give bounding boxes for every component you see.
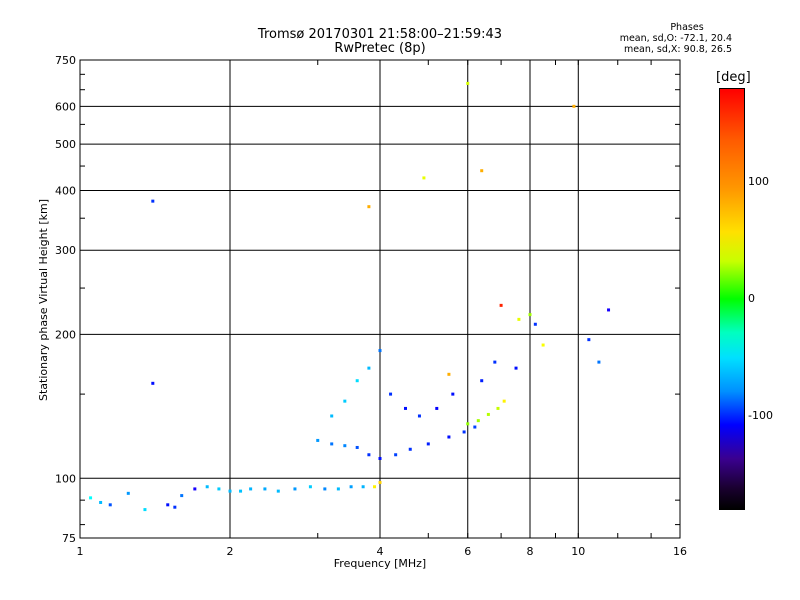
echo-point [108, 503, 112, 507]
echo-point [166, 503, 170, 507]
echo-point [426, 442, 430, 446]
y-tick-label: 600 [55, 100, 76, 113]
y-tick-label: 750 [55, 54, 76, 67]
colorbar-tick-label: 0 [748, 292, 755, 305]
x-tick-label: 2 [227, 545, 234, 558]
y-tick-label: 400 [55, 184, 76, 197]
echo-point [205, 485, 209, 489]
echo-point [493, 360, 497, 364]
echo-point [403, 406, 407, 410]
echo-point [394, 453, 398, 457]
echo-point [293, 487, 297, 491]
echo-point [367, 205, 371, 209]
echo-point [330, 442, 334, 446]
y-tick-label: 300 [55, 244, 76, 257]
echo-point [367, 366, 371, 370]
echo-point [378, 456, 382, 460]
colorbar-tick-label: 100 [748, 174, 769, 188]
echo-point [126, 491, 130, 495]
echo-point [217, 487, 221, 491]
echo-point [480, 379, 484, 383]
echo-point [276, 489, 280, 493]
echo-point [435, 406, 439, 410]
phases-title: Phases [670, 22, 704, 33]
echo-point [378, 349, 382, 353]
echo-point [517, 317, 521, 321]
phases-o-mode: mean, sd,O: -72.1, 20.4 [619, 33, 732, 44]
echo-point [355, 445, 359, 449]
x-tick-label: 4 [377, 545, 384, 558]
phases-x-mode: mean, sd,X: 90.8, 26.5 [623, 44, 732, 55]
echo-point [343, 444, 347, 448]
echo-point [466, 422, 470, 426]
y-tick-label: 100 [55, 472, 76, 485]
echo-point [355, 379, 359, 383]
colorbar-unit: [deg] [716, 70, 751, 85]
echo-point [597, 360, 601, 364]
echo-point [193, 487, 197, 491]
echo-point [587, 338, 591, 342]
x-tick-label: 8 [527, 545, 534, 558]
echo-point [447, 372, 451, 376]
x-tick-label: 10 [571, 545, 585, 558]
y-tick-label: 75 [62, 532, 76, 545]
x-axis-label: Frequency [MHz] [334, 557, 426, 570]
echo-point [378, 480, 382, 484]
echo-point [466, 81, 470, 85]
echo-point [533, 322, 537, 326]
echo-point [499, 303, 503, 307]
echo-point [422, 176, 426, 180]
echo-point [373, 485, 377, 489]
echo-point [263, 487, 267, 491]
echo-point [323, 487, 327, 491]
echo-point [361, 485, 365, 489]
x-tick-label: 16 [673, 545, 687, 558]
colorbar-tick-label: -100 [748, 409, 773, 423]
echo-point [173, 505, 177, 509]
echo-point [473, 425, 477, 429]
chart-subtitle: RwPretec (8p) [334, 41, 426, 56]
echo-point [151, 381, 155, 385]
y-axis-label: Stationary phase Virtual Height [km] [37, 199, 50, 401]
echo-point [408, 447, 412, 451]
echo-point [336, 487, 340, 491]
echo-point [496, 406, 500, 410]
echo-point [343, 399, 347, 403]
echo-point [143, 508, 147, 512]
phase-colorbar [719, 88, 745, 510]
phases-box: Phases mean, sd,O: -72.1, 20.4 mean, sd,… [602, 22, 732, 55]
echo-point [541, 343, 545, 347]
echo-point [486, 412, 490, 416]
echo-point [447, 435, 451, 439]
echo-point [480, 169, 484, 173]
echo-point [502, 399, 506, 403]
echo-point [330, 414, 334, 418]
echo-point [528, 313, 532, 317]
echo-point [476, 419, 480, 423]
x-tick-label: 6 [464, 545, 471, 558]
echo-point [89, 496, 93, 500]
y-tick-label: 200 [55, 328, 76, 341]
echo-point [316, 438, 320, 442]
echo-point [607, 308, 611, 312]
chart-title: Tromsø 20170301 21:58:00–21:59:43 [257, 27, 503, 42]
echo-point [389, 392, 393, 396]
echo-point [451, 392, 455, 396]
echo-point [308, 485, 312, 489]
echo-point [249, 487, 253, 491]
echo-point [367, 453, 371, 457]
echo-point [99, 500, 103, 504]
echo-point [462, 430, 466, 434]
echo-point [572, 104, 576, 108]
echo-point [151, 199, 155, 203]
echo-point [180, 494, 184, 498]
echo-point [514, 366, 518, 370]
echo-point [228, 489, 232, 493]
echo-point [239, 489, 243, 493]
y-tick-label: 500 [55, 138, 76, 151]
x-tick-label: 1 [77, 545, 84, 558]
echo-point [349, 485, 353, 489]
echo-point [417, 414, 421, 418]
